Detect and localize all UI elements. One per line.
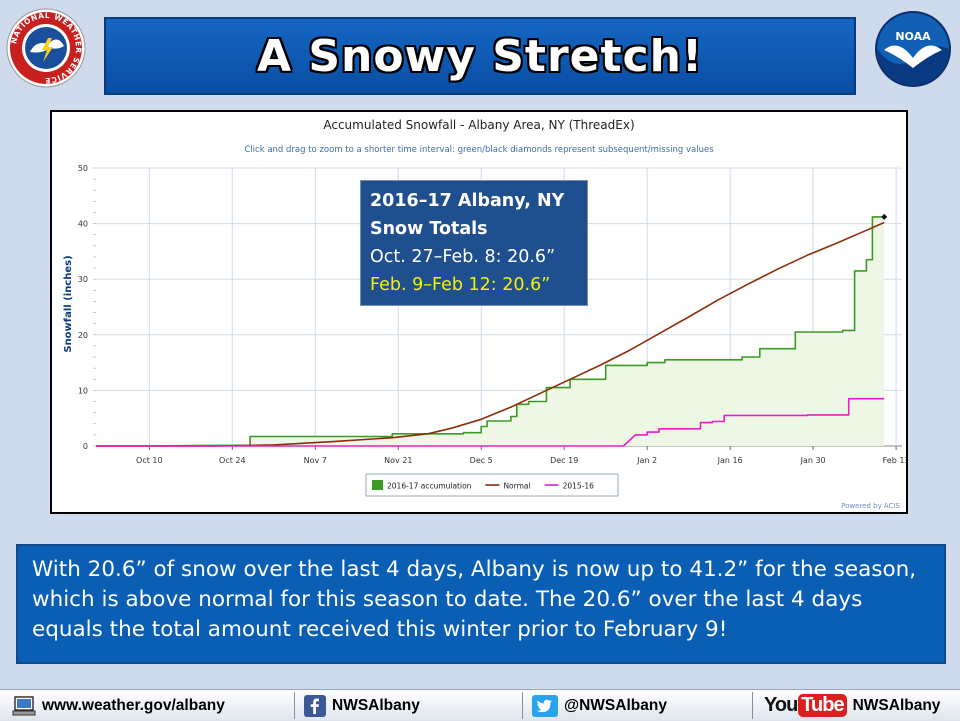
noaa-logo: NOAA <box>875 11 951 87</box>
footer-divider <box>294 692 295 719</box>
nws-logo: NATIONAL WEATHER SERVICE <box>6 8 86 88</box>
computer-icon <box>12 695 36 716</box>
facebook-icon <box>304 694 326 717</box>
series-line-0[interactable] <box>96 216 885 447</box>
footer-twitter[interactable]: @NWSAlbany <box>532 690 667 721</box>
legend-item[interactable]: 2015-16 <box>544 482 595 491</box>
y-tick-label: 0 <box>83 442 88 451</box>
x-tick-label: Feb 13 <box>883 456 906 465</box>
y-tick-label: 30 <box>78 275 88 284</box>
youtube-brand-you: You <box>764 694 798 716</box>
snow-totals-box: 2016–17 Albany, NY Snow Totals Oct. 27–F… <box>360 180 588 306</box>
title-banner: A Snowy Stretch! <box>104 17 856 95</box>
y-tick-label: 50 <box>78 164 88 173</box>
footer-website[interactable]: www.weather.gov/albany <box>12 690 225 721</box>
chart-legend[interactable]: 2016-17 accumulation Normal 2015-16 <box>365 473 619 497</box>
x-tick-label: Oct 10 <box>136 456 163 465</box>
noaa-text: NOAA <box>895 30 931 43</box>
y-tick-label: 40 <box>78 220 88 229</box>
chart-subtitle: Click and drag to zoom to a shorter time… <box>244 145 714 155</box>
chart-credit[interactable]: Powered by ACIS <box>841 502 900 510</box>
y-axis-label: Snowfall (inches) <box>63 255 74 352</box>
footer-facebook-link[interactable]: NWSAlbany <box>332 696 420 714</box>
footer-youtube[interactable]: You Tube NWSAlbany <box>764 690 940 721</box>
series-line-2[interactable] <box>96 397 885 447</box>
footer-twitter-link[interactable]: @NWSAlbany <box>564 696 667 714</box>
series-layer <box>96 213 888 447</box>
series-end-marker[interactable] <box>881 213 888 220</box>
chart-title: Accumulated Snowfall - Albany Area, NY (… <box>323 118 634 132</box>
x-tick-label: Jan 30 <box>800 456 826 465</box>
legend-swatch <box>372 480 383 490</box>
x-tick-label: Nov 21 <box>384 456 412 465</box>
chart-svg[interactable]: 0 10 20 30 40 50 Oct 10 Oct 24 Nov 7 Nov 21 Dec 5 D… <box>52 112 906 512</box>
series-area-0 <box>96 216 885 446</box>
x-tick-label: Oct 24 <box>219 456 246 465</box>
info-title-line1: 2016–17 Albany, NY <box>370 191 565 211</box>
twitter-icon <box>532 694 558 717</box>
footer-divider <box>522 692 523 719</box>
footer-bar: www.weather.gov/albany NWSAlbany @NWSAlb… <box>0 689 960 721</box>
x-tick-label: Jan 2 <box>636 456 657 465</box>
snowfall-chart[interactable]: 0 10 20 30 40 50 Oct 10 Oct 24 Nov 7 Nov 21 Dec 5 D… <box>50 110 908 514</box>
legend-item[interactable]: Normal <box>485 482 531 491</box>
x-tick-label: Nov 7 <box>304 456 327 465</box>
legend-label: 2016-17 accumulation <box>387 482 472 491</box>
legend-label: Normal <box>503 482 530 491</box>
info-title-line2: Snow Totals <box>370 219 488 239</box>
youtube-icon: You Tube <box>764 694 847 717</box>
legend-item[interactable]: 2016-17 accumulation <box>372 480 472 491</box>
footer-youtube-link[interactable]: NWSAlbany <box>852 696 941 714</box>
youtube-brand-tube: Tube <box>798 694 847 717</box>
footer-facebook[interactable]: NWSAlbany <box>304 690 420 721</box>
x-tick-label: Jan 16 <box>717 456 743 465</box>
axis-layer: 0 10 20 30 40 50 Oct 10 Oct 24 Nov 7 Nov 21 Dec 5 D… <box>78 164 906 465</box>
y-tick-label: 10 <box>78 386 88 395</box>
legend-label: 2015-16 <box>563 482 595 491</box>
info-total-before: Oct. 27–Feb. 8: 20.6” <box>370 247 556 267</box>
x-tick-label: Dec 19 <box>550 456 578 465</box>
summary-caption: With 20.6” of snow over the last 4 days,… <box>16 544 946 664</box>
info-total-recent: Feb. 9–Feb 12: 20.6” <box>370 275 551 295</box>
x-tick-label: Dec 5 <box>470 456 493 465</box>
footer-website-link[interactable]: www.weather.gov/albany <box>42 696 225 714</box>
page-title: A Snowy Stretch! <box>256 30 704 82</box>
y-tick-label: 20 <box>78 331 88 340</box>
series-line-1[interactable] <box>96 221 885 447</box>
footer-divider <box>752 692 753 719</box>
